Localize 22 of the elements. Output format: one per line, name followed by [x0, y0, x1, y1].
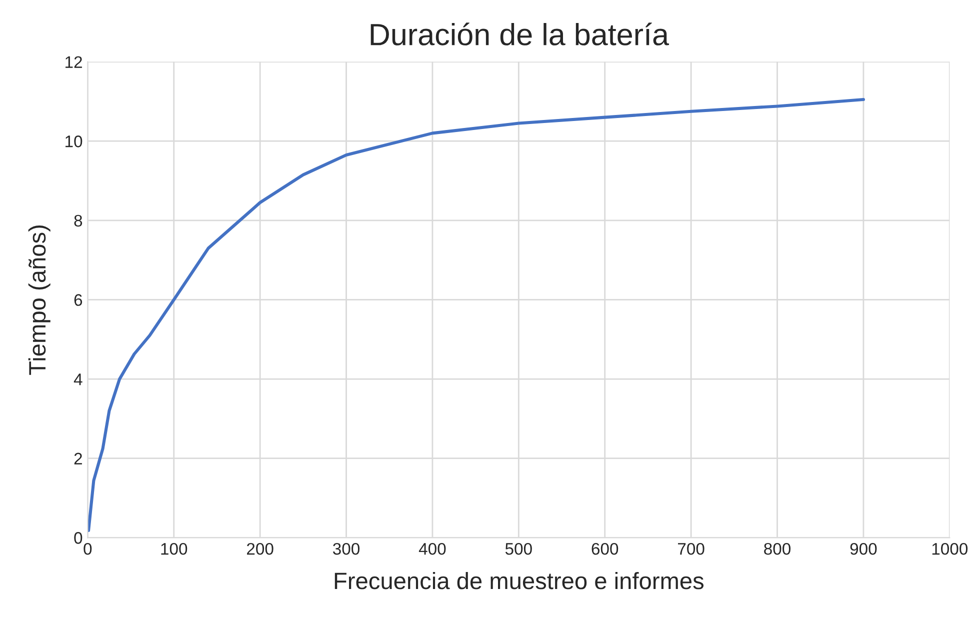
y-axis-title: Tiempo (años)	[28, 226, 50, 375]
x-tick-label: 600	[592, 542, 618, 555]
x-tick-label: 200	[246, 542, 274, 555]
x-tick-label: 900	[850, 542, 877, 555]
chart-title: Duración de la batería	[370, 22, 669, 46]
y-tick-label: 0	[74, 532, 82, 544]
y-tick-label: 12	[66, 56, 82, 68]
x-tick-label: 100	[161, 542, 188, 555]
x-tick-label: 300	[332, 542, 360, 555]
line-series	[88, 98, 865, 532]
x-axis-title: Frecuencia de muestreo e informes	[334, 572, 704, 590]
y-tick-label: 10	[66, 136, 82, 148]
x-tick-label: 400	[418, 542, 446, 555]
x-tick-label: 0	[84, 542, 92, 555]
x-tick-label: 1000	[932, 542, 968, 555]
y-tick-label: 8	[74, 214, 82, 227]
x-tick-label: 700	[678, 542, 704, 555]
y-tick-label: 6	[74, 294, 82, 306]
x-tick-label: 800	[764, 542, 791, 555]
y-tick-label: 4	[74, 374, 82, 386]
x-tick-label: 500	[505, 542, 532, 555]
y-tick-label: 2	[74, 452, 82, 464]
